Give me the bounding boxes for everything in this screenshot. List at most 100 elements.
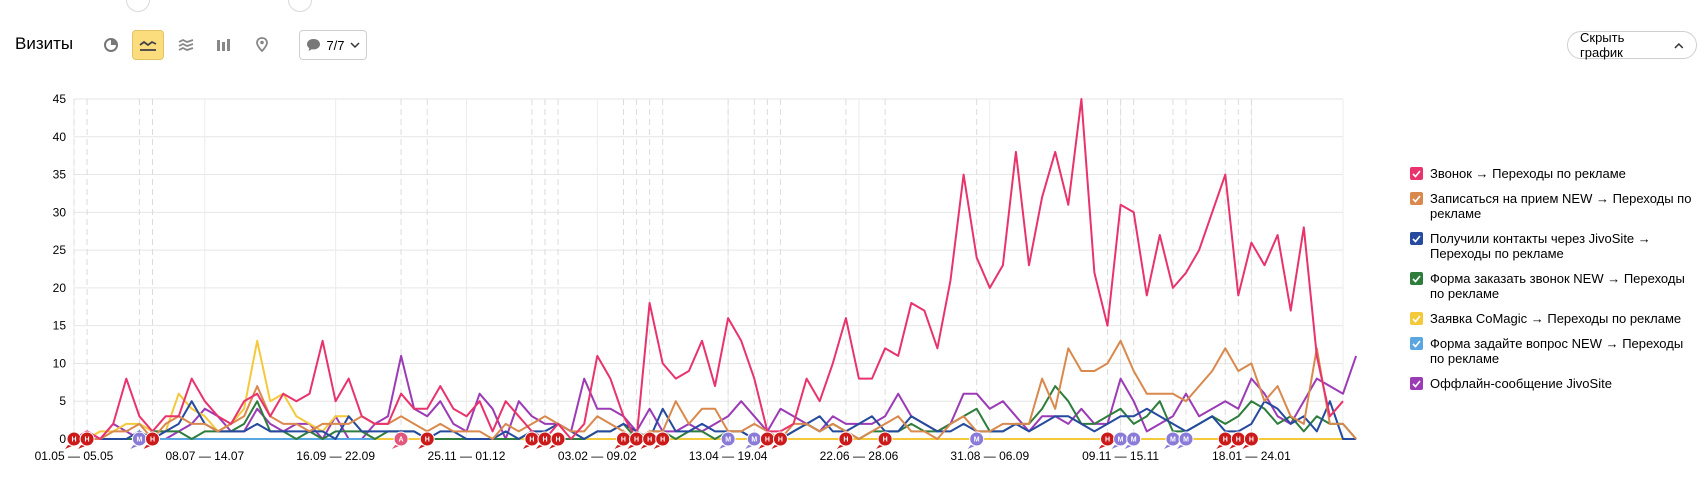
checkbox-icon[interactable] [1410, 232, 1423, 245]
annotation-marker[interactable]: М [745, 431, 762, 449]
annotation-marker[interactable]: Н [1098, 431, 1116, 449]
marker-badge [877, 431, 893, 447]
line-chart-button[interactable] [132, 30, 164, 60]
checkbox-icon[interactable] [1410, 312, 1423, 325]
marker-letter: М [725, 437, 731, 444]
annotation-marker[interactable]: Н [78, 431, 95, 449]
marker-letter: Н [71, 437, 76, 444]
y-tick-label: 5 [59, 394, 66, 408]
annotation-marker[interactable]: А [392, 431, 409, 449]
map-icon [256, 37, 268, 53]
marker-letter: Н [660, 437, 665, 444]
legend-item[interactable]: Заявка CoMagic → Переходы по рекламе [1410, 311, 1695, 326]
marker-badge [144, 431, 160, 447]
checkbox-icon[interactable] [1410, 192, 1423, 205]
bar-chart-icon [217, 39, 230, 51]
line-chart: 0 5 10 15 20 25 30 35 40 45 01.05 — 05.05 08.07 — … [35, 92, 1358, 463]
marker-letter: Н [1105, 437, 1110, 444]
marker-tail [614, 445, 622, 449]
chevron-up-icon [1674, 42, 1684, 48]
marker-tail [627, 445, 635, 449]
marker-tail [876, 445, 884, 449]
marker-tail [1229, 445, 1237, 449]
checkbox-icon[interactable] [1410, 377, 1423, 390]
y-tick-label: 35 [53, 168, 67, 182]
legend-item[interactable]: Звонок → Переходы по рекламе [1410, 166, 1695, 181]
annotation-marker[interactable]: Н [876, 431, 893, 449]
annotation-marker[interactable]: Н [418, 431, 435, 449]
series-line-7 [73, 354, 1358, 440]
checkbox-icon[interactable] [1410, 337, 1423, 350]
legend-item[interactable]: Записаться на прием NEW → Переходы по ре… [1410, 191, 1695, 221]
marker-badge [772, 431, 788, 447]
marker-tail [967, 445, 975, 449]
marker-tail [1242, 445, 1250, 449]
legend-label: Оффлайн-сообщение JivoSite [1430, 376, 1612, 391]
marker-letter: М [1170, 437, 1176, 444]
legend-item[interactable]: Форма заказать звонок NEW → Переходы по … [1410, 271, 1695, 301]
annotation-marker[interactable]: Н [1242, 431, 1259, 449]
annotation-marker[interactable]: М [1111, 431, 1129, 449]
y-tick-label: 40 [53, 130, 67, 144]
marker-letter: М [1183, 437, 1189, 444]
marker-tail [418, 445, 426, 449]
pie-chart-button[interactable] [95, 30, 127, 60]
checkbox-icon[interactable] [1410, 167, 1423, 180]
marker-letter: Н [843, 437, 848, 444]
marker-letter: М [974, 437, 980, 444]
x-tick-label: 31.08 — 06.09 [950, 449, 1029, 463]
annotation-marker[interactable]: Н [653, 431, 671, 449]
legend-label: Звонок → Переходы по рекламе [1430, 166, 1626, 181]
marker-letter: Н [634, 437, 639, 444]
marker-tail [1124, 445, 1132, 449]
marker-letter: Н [85, 437, 90, 444]
annotation-marker[interactable]: М [1124, 431, 1142, 449]
annotation-marker[interactable]: Н [640, 431, 658, 449]
marker-badge [655, 431, 671, 447]
annotation-marker[interactable]: Н [1216, 431, 1233, 449]
marker-tail [1216, 445, 1224, 449]
map-button[interactable] [246, 30, 278, 60]
annotation-marker[interactable]: Н [758, 431, 775, 449]
x-axis: 01.05 — 05.05 08.07 — 14.07 16.09 — 22.09 2… [35, 449, 1291, 463]
hide-chart-button[interactable]: Скрыть график [1567, 30, 1697, 60]
marker-badge [393, 431, 409, 447]
legend-item[interactable]: Форма задайте вопрос NEW → Переходы по р… [1410, 336, 1695, 366]
marker-letter: Н [150, 437, 155, 444]
legend-label: Записаться на прием NEW → Переходы по ре… [1430, 191, 1692, 221]
marker-tail [549, 445, 557, 449]
chart-dashed-guides [73, 99, 1252, 439]
series-line-3 [74, 400, 1357, 440]
marker-letter: Н [621, 437, 626, 444]
marker-tail [65, 445, 72, 449]
annotation-marker[interactable]: М [1177, 431, 1194, 449]
annotation-marker[interactable]: Н [836, 431, 854, 449]
annotation-marker[interactable]: Н [1229, 431, 1246, 449]
marker-letter: Н [1236, 437, 1241, 444]
notes-dropdown-button[interactable]: 7/7 [299, 30, 367, 60]
line-chart-icon [139, 40, 157, 51]
chevron-down-icon [350, 41, 360, 48]
legend-label: Форма заказать звонок NEW → Переходы по … [1430, 271, 1685, 301]
annotation-marker[interactable]: Н [771, 431, 788, 449]
annotation-marker[interactable]: Н [549, 431, 566, 449]
annotation-marker[interactable]: Н [65, 431, 82, 449]
marker-tail [78, 445, 86, 449]
annotation-marker[interactable]: Н [614, 431, 631, 449]
annotation-marker[interactable]: Н [143, 431, 160, 449]
legend-item[interactable]: Оффлайн-сообщение JivoSite [1410, 376, 1695, 391]
legend-item[interactable]: Получили контакты через JivoSite → Перех… [1410, 231, 1695, 261]
area-chart-button[interactable] [170, 30, 202, 60]
annotation-marker[interactable]: М [719, 431, 736, 449]
annotation-marker[interactable]: М [967, 431, 985, 449]
x-tick-label: 09.11 — 15.11 [1082, 449, 1159, 463]
bar-chart-button[interactable] [208, 30, 240, 60]
checkbox-icon[interactable] [1410, 272, 1423, 285]
marker-letter: Н [778, 437, 783, 444]
legend-label: Получили контакты через JivoSite → Перех… [1430, 231, 1651, 261]
hide-chart-label: Скрыть график [1580, 30, 1625, 60]
pie-chart-icon [104, 38, 118, 52]
annotation-marker[interactable]: М [1163, 431, 1181, 449]
x-tick-label: 25.11 — 01.12 [428, 449, 506, 463]
y-tick-label: 25 [53, 243, 67, 257]
